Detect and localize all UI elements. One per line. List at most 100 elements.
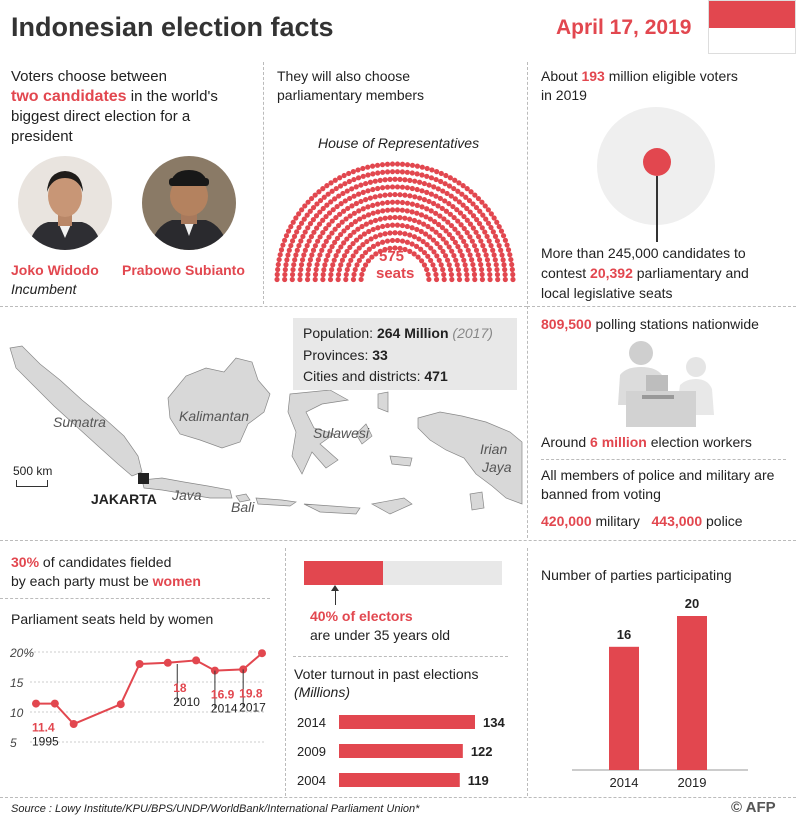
seat-dot xyxy=(387,192,393,198)
seat-dot xyxy=(387,245,393,251)
java-island xyxy=(141,477,233,499)
seat-dot xyxy=(418,212,425,218)
seat-dot xyxy=(354,262,360,268)
seat-dot xyxy=(341,172,347,179)
series-line xyxy=(36,652,263,726)
seat-dot xyxy=(397,230,403,236)
seat-dot xyxy=(306,238,312,244)
data-point xyxy=(135,660,144,668)
electors-text: are under 35 years old xyxy=(310,627,451,643)
divider xyxy=(541,459,786,460)
seat-dot xyxy=(317,234,323,240)
seat-dot xyxy=(282,276,288,283)
seat-dot xyxy=(359,253,365,259)
seat-dot xyxy=(455,244,461,250)
seat-dot xyxy=(356,257,362,264)
seat-dot xyxy=(339,219,345,225)
seat-dot xyxy=(402,192,408,198)
seat-dot xyxy=(414,226,420,233)
seat-dot xyxy=(446,231,453,238)
seat-dot xyxy=(300,233,306,240)
seat-dot xyxy=(314,225,320,231)
stats-box xyxy=(293,318,517,390)
chamber-name: House of Representatives xyxy=(318,135,480,151)
seat-dot xyxy=(313,266,319,273)
seat-dot xyxy=(370,186,376,193)
seat-dot xyxy=(290,219,296,225)
seat-dot xyxy=(427,234,433,240)
seat-dot xyxy=(293,252,299,258)
seat-dot xyxy=(502,276,508,283)
seat-dot xyxy=(457,248,463,254)
candidate1-role: Incumbent xyxy=(11,281,77,297)
seat-dot xyxy=(313,213,320,219)
seat-dot xyxy=(510,276,516,283)
seat-dot xyxy=(496,242,502,249)
divider xyxy=(527,548,528,796)
turnout-chart-subtitle: (Millions) xyxy=(294,684,350,700)
seat-dot xyxy=(289,271,296,278)
seat-dot xyxy=(351,176,357,183)
seat-dot xyxy=(421,180,427,187)
seat-dot xyxy=(480,212,486,218)
seat-dot xyxy=(413,243,420,249)
seat-dot xyxy=(428,208,434,214)
parliament-text: They will also choose parliamentary memb… xyxy=(277,68,425,103)
seat-dot xyxy=(482,247,488,253)
seat-dot xyxy=(367,195,373,201)
seat-dot xyxy=(341,253,348,259)
seat-dot xyxy=(301,216,307,222)
seat-dot xyxy=(483,252,489,258)
seat-dot xyxy=(320,186,326,192)
seat-dot xyxy=(350,253,356,259)
divider xyxy=(0,598,270,599)
seat-dot xyxy=(470,261,476,268)
seat-dot xyxy=(434,240,440,247)
seat-dot xyxy=(347,232,353,239)
seat-dot xyxy=(397,176,403,182)
seat-dot xyxy=(397,245,403,251)
seat-dot xyxy=(310,247,317,253)
seat-dot xyxy=(464,217,470,223)
seat-dot xyxy=(414,186,420,193)
seat-dot xyxy=(437,232,443,239)
seat-dot xyxy=(349,186,355,192)
seat-dot xyxy=(392,230,398,236)
seat-dot xyxy=(404,239,410,245)
seat-dot xyxy=(509,266,515,273)
data-point xyxy=(116,700,125,709)
seat-dot xyxy=(479,225,485,231)
seat-dot xyxy=(374,201,381,207)
divider xyxy=(527,306,796,307)
seat-dot xyxy=(394,161,401,167)
seat-dot xyxy=(351,193,357,199)
seat-dot xyxy=(475,195,482,202)
seat-dot xyxy=(486,238,492,244)
seat-dot xyxy=(357,216,363,222)
seat-dot xyxy=(438,178,444,185)
seat-dot xyxy=(369,254,375,260)
data-label: 18 xyxy=(173,681,187,695)
seat-dot xyxy=(484,257,491,263)
seat-dot xyxy=(343,271,349,278)
seat-dot xyxy=(301,252,307,258)
seat-dot xyxy=(335,276,341,283)
seat-dot xyxy=(464,186,470,192)
seat-dot xyxy=(353,237,360,243)
seat-dot xyxy=(507,252,513,258)
seat-dot xyxy=(363,221,369,227)
seat-dot xyxy=(377,232,383,238)
seat-dot xyxy=(448,271,455,278)
map-label-irian: Irian xyxy=(480,441,508,457)
seat-dot xyxy=(332,226,338,232)
seat-dot xyxy=(370,171,376,177)
seat-dot xyxy=(387,230,393,236)
seat-dot xyxy=(472,276,478,283)
seat-dot xyxy=(509,261,515,268)
seat-dot xyxy=(467,221,474,227)
seat-dot xyxy=(494,238,501,244)
seat-dot xyxy=(416,236,422,242)
voters-text: About 193 million eligible voters in 201… xyxy=(541,68,738,103)
seat-dot xyxy=(441,271,447,278)
seat-dot xyxy=(379,200,386,206)
